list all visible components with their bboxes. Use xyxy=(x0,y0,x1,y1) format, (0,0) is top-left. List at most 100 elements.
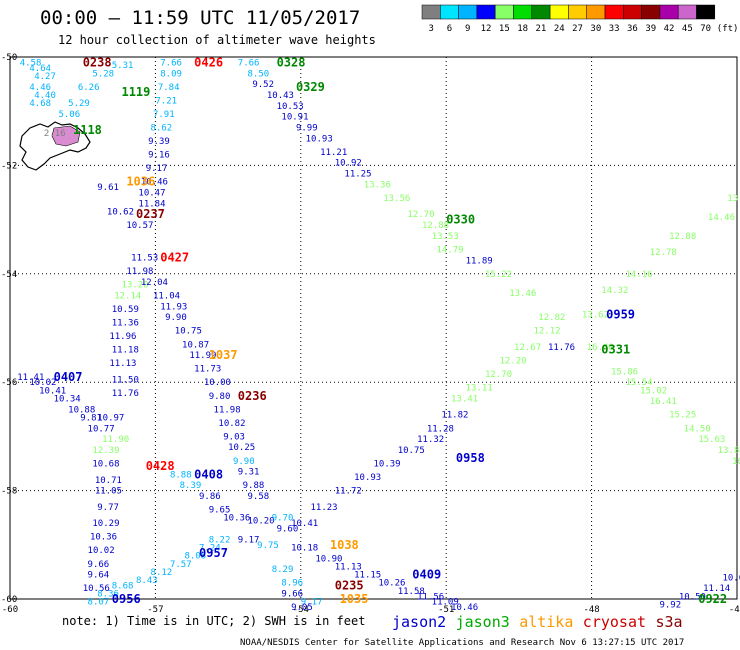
swh-value: 9.16 xyxy=(148,151,170,161)
swh-value: 10.71 xyxy=(95,476,122,486)
colorbar-swatch xyxy=(604,4,624,20)
swh-value: 9.99 xyxy=(296,123,318,133)
swh-value: 7.24 xyxy=(199,544,221,554)
colorbar-swatch xyxy=(623,4,642,20)
swh-value: 11.98 xyxy=(126,267,153,277)
swh-value: 11.28 xyxy=(427,424,454,434)
colorbar-swatch xyxy=(476,4,496,20)
swh-value: 11.04 xyxy=(153,291,180,301)
swh-value: 14.46 xyxy=(708,213,735,223)
swh-value: 12.70 xyxy=(485,370,512,380)
swh-value: 10.46 xyxy=(141,178,168,188)
swh-value: 13.20 xyxy=(121,281,148,291)
swh-value: 9.52 xyxy=(252,80,274,90)
pass-time-label: 1036 xyxy=(126,175,155,189)
swh-value: 11.90 xyxy=(102,435,129,445)
wave-height-colorbar: 3 6 9 12 15 18 21 24 27 30 33 36 39 42 45 70 (ft) xyxy=(421,4,738,34)
swh-value: 9.66 xyxy=(281,590,303,600)
swh-value: 11.36 xyxy=(112,319,139,329)
swh-value: 12.39 xyxy=(92,446,119,456)
colorbar-swatch xyxy=(568,4,587,20)
swh-value: 4.68 xyxy=(29,99,51,109)
pass-time-label: 0957 xyxy=(199,546,228,560)
swh-value: 10.53 xyxy=(277,102,304,112)
swh-value: 5.31 xyxy=(112,61,134,71)
swh-value: 10.36 xyxy=(223,514,250,524)
y-tick-label: -54 xyxy=(1,270,17,280)
pass-time-label: 0328 xyxy=(277,55,306,69)
swh-value: 11.93 xyxy=(160,302,187,312)
y-tick-label: -58 xyxy=(1,487,17,497)
swh-value: 9.61 xyxy=(97,183,119,193)
pass-time-label: 0958 xyxy=(456,451,485,465)
swh-value: 10.59 xyxy=(112,305,139,315)
swh-value: 5.29 xyxy=(68,99,90,109)
swh-value: 11.56 xyxy=(417,592,444,602)
swh-value: 11.98 xyxy=(214,405,241,415)
swh-value: 11.58 xyxy=(398,587,425,597)
swh-value: 9.70 xyxy=(272,514,294,524)
swh-value: 15.86 xyxy=(611,367,638,377)
swh-value: 4.46 xyxy=(29,83,51,93)
swh-value: 11.15 xyxy=(354,571,381,581)
swh-value: 16.41 xyxy=(650,397,677,407)
swh-value: 9.90 xyxy=(165,313,187,323)
colorbar-label: 15 xyxy=(499,24,510,34)
swh-value: 9.81 xyxy=(80,413,102,423)
colorbar-label: 24 xyxy=(554,24,565,34)
swh-value: 10.02 xyxy=(88,546,115,556)
swh-readings: 4.584.644.274.464.404.68 5.315.28 6.26 5.29… xyxy=(17,58,740,613)
legend-entry: altika xyxy=(519,613,573,631)
colorbar-swatch xyxy=(513,4,533,20)
pass-time-label: 0237 xyxy=(136,207,165,221)
swh-value: 11.25 xyxy=(344,170,371,180)
swh-value: 7.21 xyxy=(155,96,177,106)
y-tick-label: -56 xyxy=(1,378,17,388)
pass-time-label: 0922 xyxy=(698,592,727,606)
swh-value: 2.16 xyxy=(44,129,66,139)
swh-value: 13.46 xyxy=(509,289,536,299)
swh-value: 12.82 xyxy=(538,313,565,323)
colorbar-swatch xyxy=(458,4,478,20)
swh-value: 4.58 xyxy=(20,58,42,68)
swh-value: 7.66 xyxy=(160,58,182,68)
colorbar-swatch xyxy=(641,4,661,20)
legend-entry: jason3 xyxy=(456,613,510,631)
colorbar-swatch xyxy=(421,4,441,20)
swh-value: 9.17 xyxy=(238,535,260,545)
pass-time-label: 0235 xyxy=(335,578,364,592)
swh-value: 10.43 xyxy=(267,91,294,101)
swh-value: 7.91 xyxy=(153,110,175,120)
plot-frame xyxy=(9,56,738,600)
swh-value: 9.86 xyxy=(199,492,221,502)
x-tick-label: -45 xyxy=(729,605,740,615)
x-tick-label: -57 xyxy=(147,605,163,615)
swh-value: 13.62 xyxy=(582,310,609,320)
swh-value: 11.53 xyxy=(131,254,158,264)
swh-value: 11.21 xyxy=(320,148,347,158)
swh-value: 14.32 xyxy=(601,286,628,296)
colorbar-label: 45 xyxy=(682,24,693,34)
swh-value: 12.12 xyxy=(533,327,560,337)
colorbar-label: 42 xyxy=(664,24,675,34)
swh-value: 9.88 xyxy=(243,481,265,491)
legend-entry: cryosat xyxy=(583,613,646,631)
swh-value: 11.89 xyxy=(466,256,493,266)
swh-value: 12.88 xyxy=(422,221,449,231)
swh-value: 12.70 xyxy=(407,210,434,220)
swh-value: 10.25 xyxy=(228,443,255,453)
latitude-ticks: -50 -52 -54 -56 -58 -60 xyxy=(1,53,17,605)
colorbar-label: 18 xyxy=(517,24,528,34)
pass-time-label: 0407 xyxy=(54,370,83,384)
swh-value: 9.17 xyxy=(146,164,168,174)
swh-value: 8.96 xyxy=(281,579,303,589)
swh-value: 9.03 xyxy=(223,432,245,442)
swh-value: 11.41 xyxy=(17,373,44,383)
land-shaded-area xyxy=(51,125,81,147)
swh-value: 8.43 xyxy=(136,576,158,586)
swh-value: 11.84 xyxy=(138,199,165,209)
swh-value: 9.92 xyxy=(659,600,681,610)
pass-time-label: 0426 xyxy=(194,55,223,69)
swh-value: 10.18 xyxy=(291,544,318,554)
